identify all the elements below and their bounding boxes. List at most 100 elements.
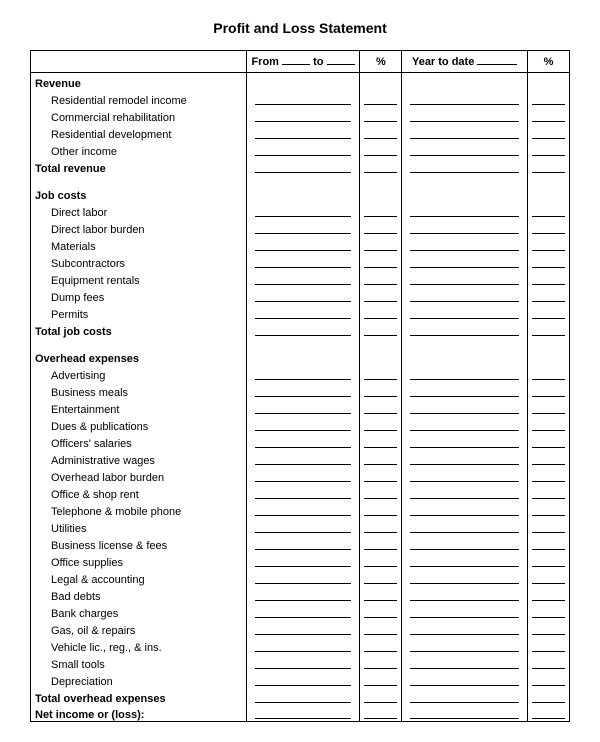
blank-field[interactable]: [532, 487, 565, 499]
blank-field[interactable]: [410, 161, 519, 173]
blank-field[interactable]: [255, 307, 352, 319]
blank-field[interactable]: [410, 110, 519, 122]
blank-field[interactable]: [255, 487, 352, 499]
blank-field[interactable]: [532, 256, 565, 268]
blank-field[interactable]: [364, 110, 397, 122]
blank-field[interactable]: [255, 691, 352, 703]
blank-field[interactable]: [410, 256, 519, 268]
blank-field[interactable]: [532, 385, 565, 397]
blank-field[interactable]: [364, 453, 397, 465]
blank-field[interactable]: [255, 453, 352, 465]
blank-field[interactable]: [255, 324, 352, 336]
blank-field[interactable]: [532, 402, 565, 414]
blank-field[interactable]: [255, 623, 352, 635]
blank-field[interactable]: [364, 368, 397, 380]
blank-field[interactable]: [410, 239, 519, 251]
blank-field[interactable]: [364, 144, 397, 156]
blank-field[interactable]: [410, 691, 519, 703]
blank-field[interactable]: [364, 504, 397, 516]
blank-field[interactable]: [364, 589, 397, 601]
blank-field[interactable]: [532, 239, 565, 251]
blank-field[interactable]: [255, 436, 352, 448]
blank-field[interactable]: [532, 368, 565, 380]
blank-field[interactable]: [410, 385, 519, 397]
blank-field[interactable]: [364, 307, 397, 319]
blank-field[interactable]: [410, 93, 519, 105]
blank-field[interactable]: [255, 707, 352, 719]
blank-field[interactable]: [364, 691, 397, 703]
blank-field[interactable]: [532, 521, 565, 533]
blank-field[interactable]: [532, 640, 565, 652]
blank-field[interactable]: [532, 691, 565, 703]
blank-field[interactable]: [410, 273, 519, 285]
blank-field[interactable]: [364, 324, 397, 336]
blank-field[interactable]: [255, 419, 352, 431]
blank-field[interactable]: [364, 290, 397, 302]
blank-field[interactable]: [255, 538, 352, 550]
blank-field[interactable]: [532, 674, 565, 686]
blank-field[interactable]: [410, 606, 519, 618]
blank-field[interactable]: [255, 110, 352, 122]
blank-field[interactable]: [410, 470, 519, 482]
blank-field[interactable]: [410, 623, 519, 635]
blank-field[interactable]: [364, 239, 397, 251]
blank-field[interactable]: [255, 589, 352, 601]
blank-field[interactable]: [410, 127, 519, 139]
blank-field[interactable]: [364, 555, 397, 567]
blank-field[interactable]: [410, 453, 519, 465]
blank-field[interactable]: [532, 127, 565, 139]
blank-field[interactable]: [532, 589, 565, 601]
blank-field[interactable]: [364, 222, 397, 234]
blank-field[interactable]: [410, 222, 519, 234]
blank-field[interactable]: [255, 521, 352, 533]
blank-field[interactable]: [364, 205, 397, 217]
blank-field[interactable]: [532, 657, 565, 669]
blank-field[interactable]: [410, 521, 519, 533]
blank-field[interactable]: [410, 674, 519, 686]
blank-field[interactable]: [532, 290, 565, 302]
blank-field[interactable]: [364, 707, 397, 719]
blank-field[interactable]: [532, 453, 565, 465]
blank-field[interactable]: [364, 385, 397, 397]
blank-field[interactable]: [410, 205, 519, 217]
blank-field[interactable]: [410, 144, 519, 156]
blank-field[interactable]: [364, 606, 397, 618]
blank-field[interactable]: [410, 436, 519, 448]
blank-field[interactable]: [410, 589, 519, 601]
blank-field[interactable]: [364, 521, 397, 533]
blank-field[interactable]: [364, 674, 397, 686]
blank-field[interactable]: [532, 222, 565, 234]
blank-field[interactable]: [255, 504, 352, 516]
blank-field[interactable]: [364, 273, 397, 285]
blank-field[interactable]: [364, 93, 397, 105]
blank-field[interactable]: [364, 623, 397, 635]
blank-field[interactable]: [255, 606, 352, 618]
blank-field[interactable]: [532, 572, 565, 584]
blank-field[interactable]: [255, 470, 352, 482]
blank-field[interactable]: [364, 402, 397, 414]
blank-field[interactable]: [364, 256, 397, 268]
blank-field[interactable]: [255, 674, 352, 686]
blank-field[interactable]: [410, 572, 519, 584]
blank-field[interactable]: [532, 144, 565, 156]
blank-field[interactable]: [532, 93, 565, 105]
blank-field[interactable]: [255, 368, 352, 380]
blank-field[interactable]: [532, 606, 565, 618]
blank-field[interactable]: [410, 657, 519, 669]
blank-field[interactable]: [532, 273, 565, 285]
blank-field[interactable]: [410, 307, 519, 319]
blank-field[interactable]: [532, 307, 565, 319]
blank-field[interactable]: [410, 640, 519, 652]
blank-field[interactable]: [532, 419, 565, 431]
blank-field[interactable]: [532, 161, 565, 173]
blank-field[interactable]: [410, 555, 519, 567]
blank-field[interactable]: [532, 504, 565, 516]
blank-field[interactable]: [255, 222, 352, 234]
blank-field[interactable]: [364, 470, 397, 482]
blank-field[interactable]: [255, 273, 352, 285]
blank-field[interactable]: [532, 555, 565, 567]
blank-field[interactable]: [255, 640, 352, 652]
blank-field[interactable]: [255, 205, 352, 217]
blank-field[interactable]: [255, 239, 352, 251]
blank-field[interactable]: [410, 504, 519, 516]
